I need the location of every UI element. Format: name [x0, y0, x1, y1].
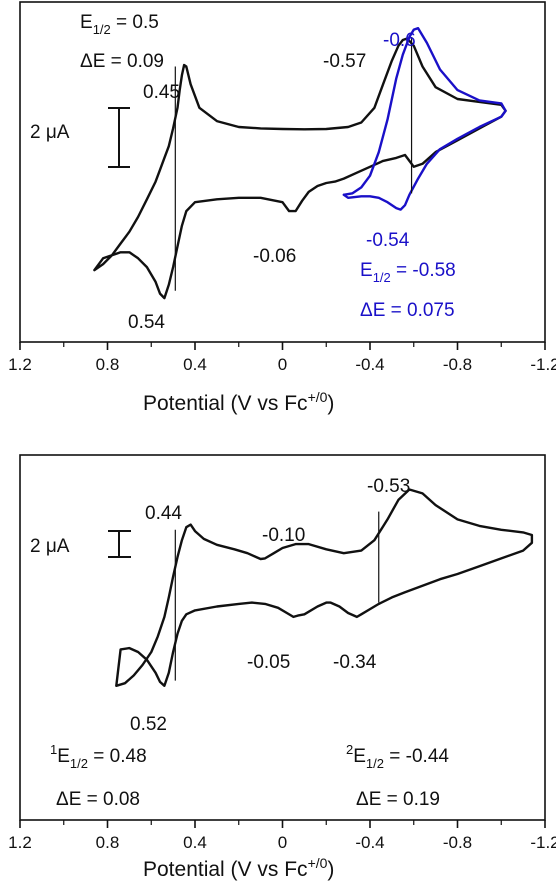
current-scale-bar: 2 μA [30, 530, 131, 558]
delta-e-text: ΔE = 0.09 [80, 51, 164, 72]
x-tick-label: 1.2 [8, 355, 32, 374]
peak-label: -0.34 [333, 652, 377, 673]
peak-label: -0.54 [366, 230, 410, 251]
e-half-text: 1E1/2 = 0.48 [50, 742, 147, 771]
peak-label: -0.05 [247, 652, 290, 673]
x-tick-label: -1.2 [530, 833, 556, 852]
x-tick-label: -0.4 [355, 355, 384, 374]
peak-label: -0.53 [367, 476, 410, 497]
x-axis-title-main: Potential (V vs Fc [143, 858, 308, 881]
data-series [93, 27, 507, 300]
scale-bar-label: 2 μA [30, 122, 70, 143]
x-axis-title-close: ) [327, 392, 334, 415]
x-axis-ticks: 1.2 0.8 0.4 0 -0.4 -0.8 -1.2 [8, 820, 556, 852]
current-scale-bar: 2 μA [30, 107, 130, 168]
panel-top: 1.2 0.8 0.4 0 -0.4 -0.8 -1.2 2 μA E1/2 = 0.5 Δ… [8, 1, 556, 415]
e-half-value: = -0.58 [391, 260, 456, 281]
x-axis-title: Potential (V vs Fc+/0) [143, 389, 334, 415]
e-half-subscript: 1/2 [93, 22, 111, 37]
e-half-subscript: 1/2 [70, 756, 88, 771]
x-tick-label: 0.8 [96, 833, 120, 852]
x-axis-title-main: Potential (V vs Fc [143, 392, 308, 415]
peak-label: 0.52 [130, 714, 167, 735]
x-tick-label: 0.4 [183, 355, 207, 374]
voltammogram-trace [342, 27, 507, 211]
delta-e-text: ΔE = 0.075 [360, 300, 455, 321]
x-tick-label: 0.4 [183, 833, 207, 852]
peak-label: 0.44 [145, 503, 182, 524]
x-tick-label: -0.8 [443, 833, 472, 852]
delta-e-text: ΔE = 0.08 [56, 789, 140, 810]
x-tick-label: 0.8 [96, 355, 120, 374]
e-half-subscript: 1/2 [373, 270, 391, 285]
delta-e-text: ΔE = 0.19 [356, 789, 440, 810]
scale-bar-label: 2 μA [30, 536, 70, 557]
e-half-superscript: 1 [50, 742, 57, 757]
peak-label: -0.10 [262, 525, 305, 546]
peak-label: 0.45 [143, 82, 180, 103]
x-axis-title-superscript: +/0 [308, 389, 328, 405]
half-wave-lines [174, 511, 380, 681]
panel-bottom: 1.2 0.8 0.4 0 -0.4 -0.8 -1.2 2 μA 1E1/2 = 0.48… [8, 454, 556, 881]
e-half-block-first: 1E1/2 = 0.48 ΔE = 0.08 [50, 742, 147, 810]
e-half-superscript: 2 [346, 742, 353, 757]
x-tick-label: 0 [278, 833, 287, 852]
x-axis-title-close: ) [327, 858, 334, 881]
e-half-subscript: 1/2 [366, 756, 384, 771]
x-axis-title: Potential (V vs Fc+/0) [143, 855, 334, 881]
x-tick-label: -0.4 [355, 833, 384, 852]
data-series [115, 488, 534, 687]
x-tick-label: 1.2 [8, 833, 32, 852]
x-tick-label: -0.8 [443, 355, 472, 374]
voltammogram-trace [115, 488, 534, 687]
e-half-value: = 0.5 [111, 12, 159, 33]
x-tick-label: -1.2 [530, 355, 556, 374]
e-half-value: = -0.44 [384, 746, 449, 767]
e-half-block-second: 2E1/2 = -0.44 ΔE = 0.19 [346, 742, 449, 810]
peak-label: -0.06 [253, 246, 296, 267]
peak-label: -0.6 [383, 30, 416, 51]
e-half-value: = 0.48 [88, 746, 147, 767]
e-half-text: 2E1/2 = -0.44 [346, 742, 449, 771]
peak-label: -0.57 [323, 51, 366, 72]
x-tick-label: 0 [278, 355, 287, 374]
peak-label: 0.54 [128, 312, 165, 333]
x-axis-title-superscript: +/0 [308, 855, 328, 871]
half-wave-lines [174, 37, 413, 291]
x-axis-ticks: 1.2 0.8 0.4 0 -0.4 -0.8 -1.2 [8, 342, 556, 374]
